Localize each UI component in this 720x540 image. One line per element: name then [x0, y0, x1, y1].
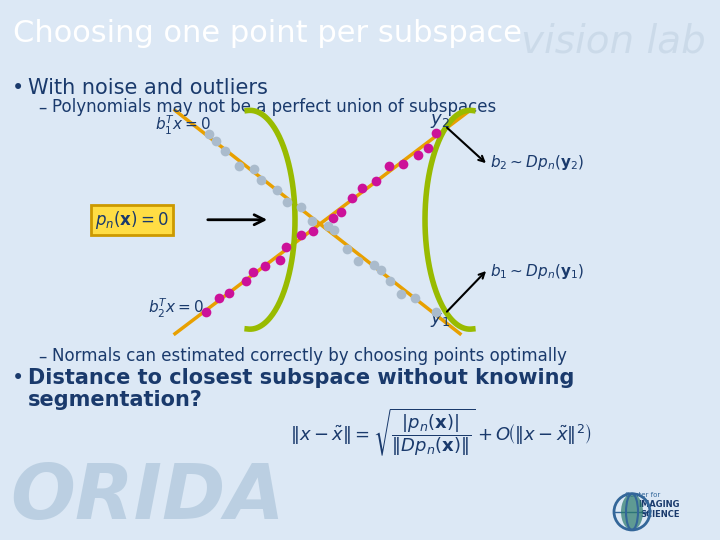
Text: •: • [12, 78, 24, 98]
Ellipse shape [621, 494, 643, 530]
Text: –: – [38, 98, 46, 117]
Text: $b_2 \sim Dp_n(\mathbf{y}_2)$: $b_2 \sim Dp_n(\mathbf{y}_2)$ [490, 153, 584, 172]
Text: •: • [12, 368, 24, 388]
Text: Center for: Center for [625, 492, 660, 498]
Text: Polynomials may not be a perfect union of subspaces: Polynomials may not be a perfect union o… [52, 98, 496, 117]
Text: Choosing one point per subspace: Choosing one point per subspace [13, 19, 522, 48]
Text: With noise and outliers: With noise and outliers [28, 78, 268, 98]
Text: vision lab: vision lab [521, 23, 706, 61]
Text: $y_1$: $y_1$ [430, 311, 450, 329]
Text: $b_1^T x = 0$: $b_1^T x = 0$ [155, 114, 211, 138]
Text: $p_n(\mathbf{x}) = 0$: $p_n(\mathbf{x}) = 0$ [95, 209, 169, 231]
Text: $y_2$: $y_2$ [430, 112, 450, 130]
Text: Normals can estimated correctly by choosing points optimally: Normals can estimated correctly by choos… [52, 347, 567, 366]
Text: ORIDA: ORIDA [10, 461, 284, 535]
Text: Distance to closest subspace without knowing: Distance to closest subspace without kno… [28, 368, 575, 388]
Text: –: – [38, 347, 46, 366]
Text: IMAGING
SCIENCE: IMAGING SCIENCE [639, 500, 680, 519]
Text: $b_1 \sim Dp_n(\mathbf{y}_1)$: $b_1 \sim Dp_n(\mathbf{y}_1)$ [490, 262, 584, 281]
Text: $\|x - \tilde{x}\| = \sqrt{\dfrac{|p_n(\mathbf{x})|}{\|Dp_n(\mathbf{x})\|}} + O\: $\|x - \tilde{x}\| = \sqrt{\dfrac{|p_n(\… [290, 407, 592, 458]
Text: segmentation?: segmentation? [28, 390, 203, 410]
Text: $b_2^T x = 0$: $b_2^T x = 0$ [148, 296, 204, 320]
